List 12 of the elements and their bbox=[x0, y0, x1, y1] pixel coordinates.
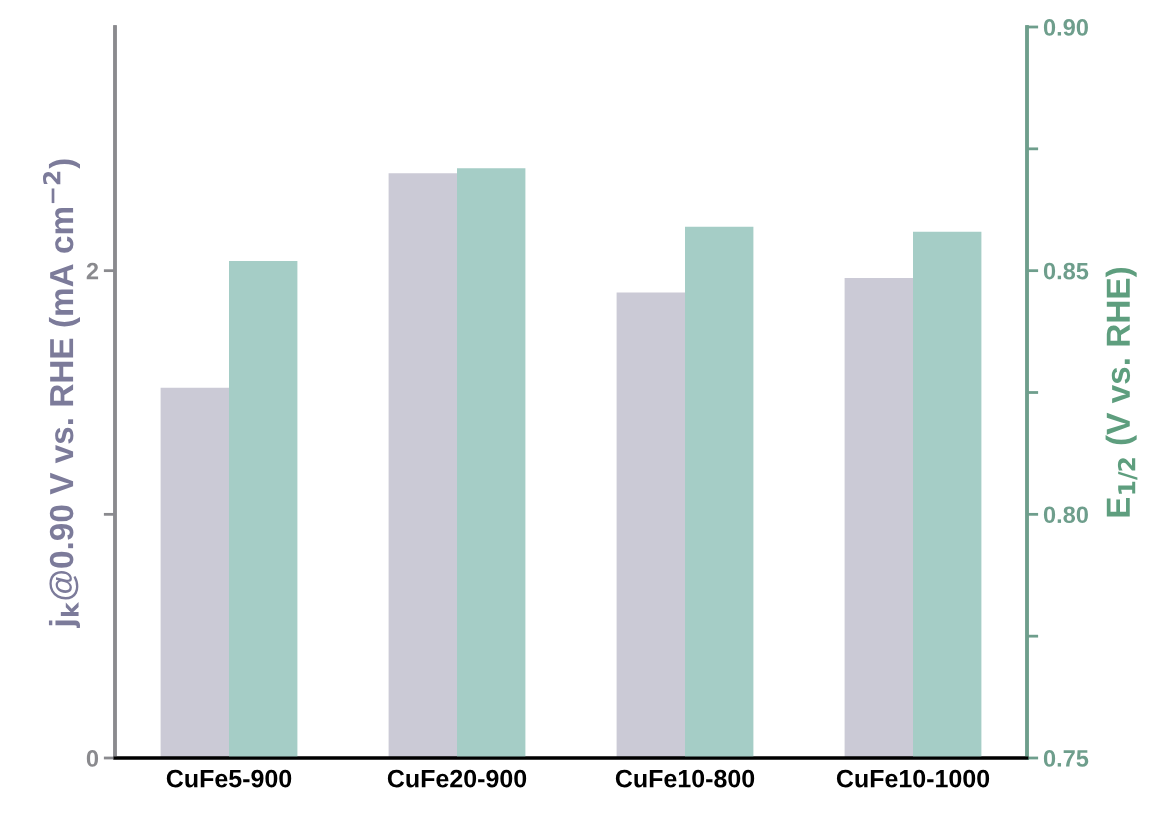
x-tick-label: CuFe5-900 bbox=[166, 769, 292, 788]
x-tick-label: CuFe10-1000 bbox=[836, 769, 990, 788]
y-tick-label: 0 bbox=[86, 750, 99, 767]
y2-tick-label: 0.90 bbox=[1043, 19, 1088, 36]
x-tick-label: CuFe10-800 bbox=[615, 769, 755, 788]
x-tick-label: CuFe20-900 bbox=[387, 769, 527, 788]
y2-tick-label: 0.85 bbox=[1043, 262, 1089, 280]
y2-tick-label: 0.75 bbox=[1043, 750, 1089, 767]
y2-axis-title: E$_{1/2}$ (V vs. RHE) bbox=[1105, 267, 1138, 517]
y-axis-title: j$_{k}$@0.90 V vs. RHE (mA cm$^{−2}$) bbox=[43, 159, 80, 629]
y2-tick-label: 0.80 bbox=[1043, 506, 1088, 524]
y-tick-label: 2 bbox=[86, 262, 99, 280]
